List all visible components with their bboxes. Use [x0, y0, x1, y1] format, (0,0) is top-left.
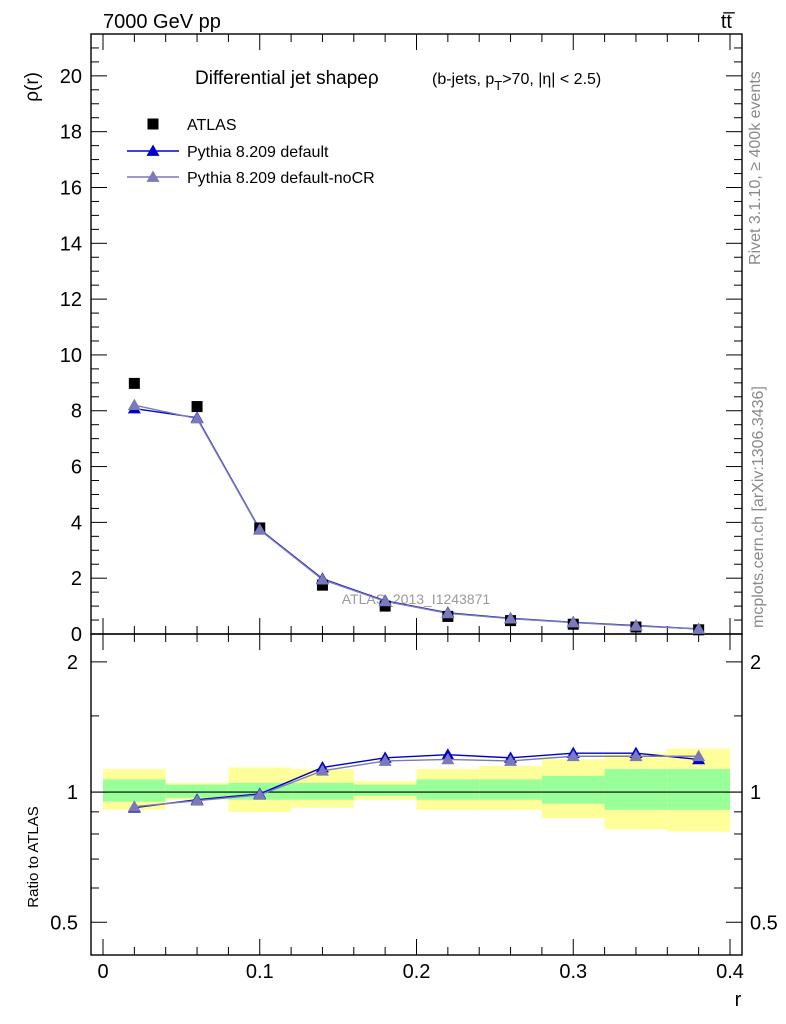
ratio-y-axis-label: Ratio to ATLAS: [25, 806, 42, 907]
main-title: Differential jet shapeρ: [195, 68, 379, 89]
ratio-data-point: [315, 764, 329, 776]
mc-data-point: [629, 619, 643, 631]
uncertainty-band-inner: [479, 779, 542, 800]
uncertainty-band-inner: [165, 784, 229, 798]
x-axis-label: r: [735, 989, 742, 1011]
uncertainty-band-inner: [667, 769, 730, 810]
ratio-data-point: [692, 749, 706, 762]
main-y-tick-label: 12: [60, 289, 82, 311]
ratio-data-point: [127, 800, 141, 812]
uncertainty-band-inner: [541, 775, 605, 804]
ratio-y-tick-label-right: 2: [750, 652, 761, 674]
main-y-tick-label: 0: [71, 624, 82, 646]
ratio-data-point: [566, 749, 580, 762]
legend-label: ATLAS: [187, 117, 237, 134]
rivet-label: Rivet 3.1.10, ≥ 400k events: [747, 71, 764, 265]
main-y-tick-label: 8: [71, 401, 82, 423]
mc-data-point: [441, 606, 455, 619]
main-plot: [127, 377, 706, 636]
uncertainty-band-inner: [103, 779, 166, 802]
main-series-line: [134, 404, 699, 630]
uncertainty-band-inner: [604, 769, 668, 810]
main-y-axis-label: ρ(r): [22, 72, 43, 102]
x-tick-label: 0.3: [559, 961, 587, 983]
legend-marker-atlas: [147, 118, 159, 130]
x-tick-label: 0.2: [403, 961, 431, 983]
mc-data-point: [566, 616, 580, 628]
mc-data-point: [504, 612, 518, 624]
ratio-y-tick-label-right: 1: [750, 782, 761, 804]
legend-label: Pythia 8.209 default-noCR: [187, 170, 375, 187]
uncertainty-band-inner: [291, 782, 354, 800]
legend-label: Pythia 8.209 default: [187, 144, 329, 161]
mcplots-label: mcplots.cern.ch [arXiv:1306.3436]: [750, 386, 767, 628]
ratio-plot-background: 0 0.1 0.2 0.3 0.4 0.5 0.5 1 1 2 2: [50, 633, 778, 983]
header-right: tt̅: [721, 11, 735, 33]
ratio-data-point: [629, 749, 643, 762]
main-y-tick-label: 20: [60, 66, 82, 88]
ratio-series-line: [134, 755, 699, 808]
uncertainty-band-inner: [416, 779, 480, 800]
ratio-y-tick-label-left: 2: [67, 652, 78, 674]
ratio-y-tick-label-left: 0.5: [50, 912, 78, 934]
mc-data-point: [315, 573, 329, 585]
ratio-series-line: [134, 752, 699, 809]
header-left: 7000 GeV pp: [103, 11, 221, 33]
legend-marker-mc: [146, 144, 160, 156]
atlas-data-point: [316, 579, 328, 591]
ratio-data-point: [441, 752, 455, 765]
ratio-y-tick-label-right: 0.5: [750, 912, 778, 934]
ratio-data-point: [504, 754, 518, 766]
mc-data-point: [253, 523, 267, 535]
mc-data-point: [378, 594, 392, 607]
ratio-data-point: [253, 788, 267, 800]
mc-data-point: [190, 412, 204, 424]
main-plot-background: 0 2 4 6 8 10 12 14 16 18 20: [60, 33, 743, 646]
atlas-data-point: [191, 401, 203, 413]
x-tick-label: 0.1: [246, 961, 274, 983]
ratio-plot: [127, 746, 706, 813]
main-y-tick-label: 4: [71, 512, 82, 534]
mc-data-point: [127, 398, 141, 411]
atlas-data-point: [128, 377, 140, 389]
uncertainty-band-inner: [353, 784, 417, 796]
x-tick-label: 0.4: [716, 961, 744, 983]
main-y-tick-label: 6: [71, 457, 82, 479]
main-y-tick-label: 18: [60, 122, 82, 144]
legend-marker-mc: [146, 170, 160, 182]
ratio-data-point: [378, 754, 392, 766]
legend: ATLAS Pythia 8.209 default Pythia 8.209 de…: [127, 117, 375, 187]
main-y-tick-label: 16: [60, 177, 82, 199]
ratio-y-tick-label-left: 1: [67, 782, 78, 804]
mc-data-point: [692, 622, 706, 634]
main-y-tick-label: 2: [71, 568, 82, 590]
main-y-tick-label: 14: [60, 233, 82, 255]
x-tick-label: 0: [97, 961, 108, 983]
analysis-watermark: ATLAS_2013_I1243871: [342, 591, 491, 607]
main-y-tick-label: 10: [60, 345, 82, 367]
main-title-cuts: (b-jets, pT>70, |η| < 2.5): [432, 71, 601, 93]
ratio-data-point: [190, 794, 204, 806]
